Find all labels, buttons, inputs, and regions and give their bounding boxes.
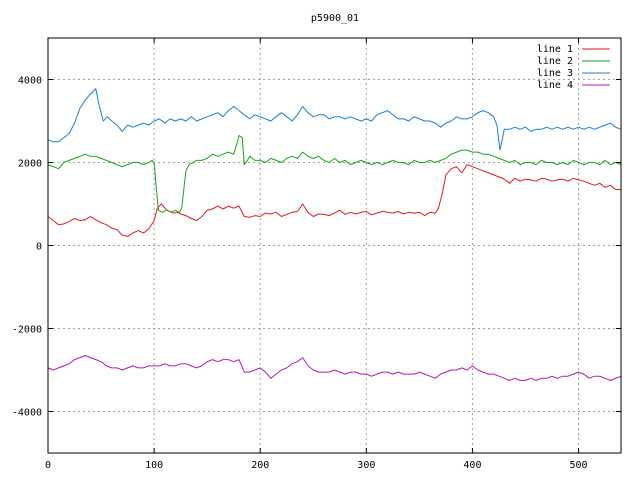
y-tick-label: -4000 — [12, 408, 42, 419]
legend-label: line 2 — [537, 56, 573, 67]
x-tick-label: 300 — [357, 460, 375, 471]
legend-label: line 4 — [537, 80, 573, 91]
series-line-4 — [47, 355, 622, 381]
legend-label: line 1 — [537, 44, 573, 55]
chart-title: p5900_01 — [311, 13, 359, 24]
x-tick-label: 100 — [145, 460, 163, 471]
series-line-3 — [47, 88, 622, 151]
y-tick-label: 2000 — [18, 159, 42, 170]
y-tick-label: 0 — [36, 242, 42, 253]
x-tick-label: 200 — [251, 460, 269, 471]
series-line-1 — [47, 164, 621, 237]
series-lines — [47, 88, 622, 381]
y-tick-label: 4000 — [18, 76, 42, 87]
legend-label: line 3 — [537, 68, 573, 79]
x-tick-label: 0 — [45, 460, 51, 471]
x-tick-label: 500 — [570, 460, 588, 471]
series-line-2 — [47, 135, 622, 213]
grid-lines — [47, 38, 621, 453]
x-tick-label: 400 — [463, 460, 481, 471]
y-tick-label: -2000 — [12, 325, 42, 336]
axis-ticks: 0 100 200 300 400 500 -4000 -2000 0 2000 4000 — [12, 38, 621, 471]
